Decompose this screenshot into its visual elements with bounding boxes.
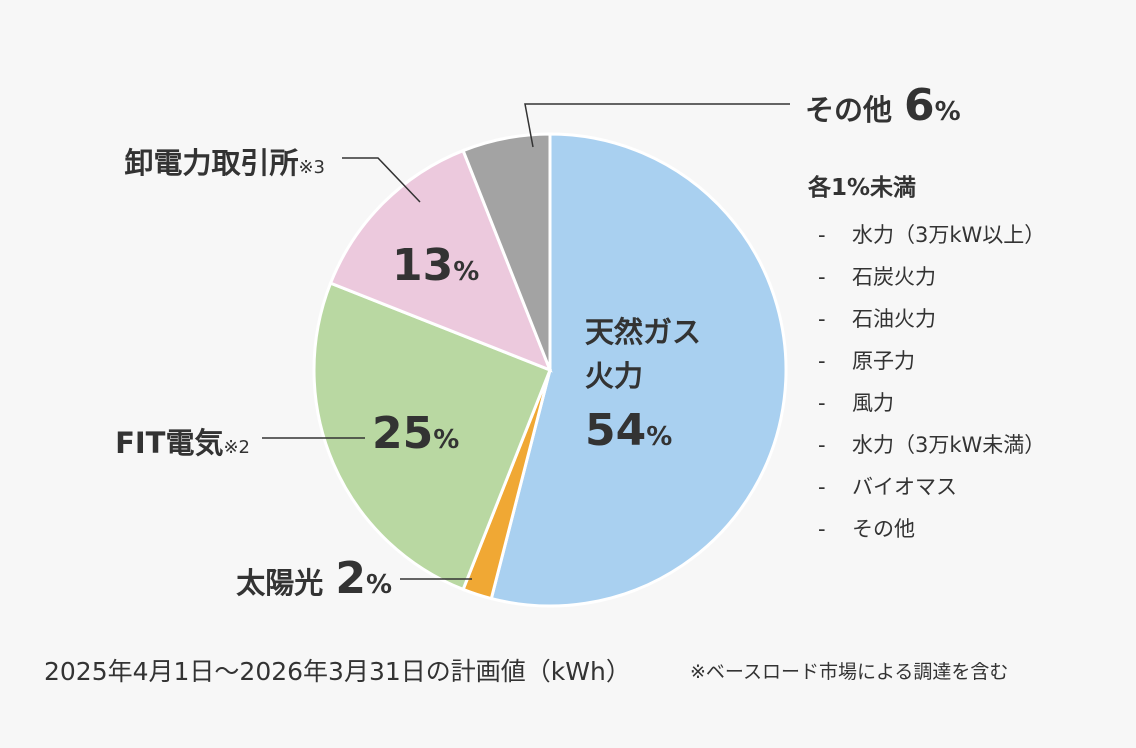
category-label: 天然ガス火力 [585, 315, 702, 393]
leader-lines [262, 103, 790, 580]
value-label: 25% [372, 408, 460, 459]
breakdown-list: 水力（3万kW以上）石炭火力石油火力原子力風力水力（3万kW未満）バイオマスその… [818, 214, 1045, 550]
value-label: 13% [392, 240, 480, 291]
slice-label: FIT電気 ※2 [115, 420, 250, 462]
breakdown-item: 石油火力 [818, 298, 1045, 340]
value-box: 13% [392, 240, 479, 291]
pie-slice [328, 148, 553, 373]
breakdown-item: 原子力 [818, 340, 1045, 382]
caption: 2025年4月1日～2026年3月31日の計画値（kWh） [44, 657, 631, 686]
value-box: 54% [585, 405, 672, 456]
pie-slice [461, 132, 552, 371]
note-mark: ※3 [298, 157, 325, 178]
slice-label: 太陽光 2% [236, 553, 392, 604]
category-label: その他 [805, 93, 893, 127]
pie [312, 132, 788, 608]
category-label: 卸電力取引所 [124, 146, 299, 180]
slice-label: 天然ガス火力 [585, 310, 710, 398]
value-label: 6% [904, 80, 961, 131]
slice-label: その他 6% [805, 80, 961, 131]
breakdown-item: 風力 [818, 382, 1045, 424]
breakdown-item: 水力（3万kW以上） [818, 214, 1045, 256]
pie-slice [312, 281, 552, 592]
leader-line [342, 157, 421, 203]
value-label: 2% [335, 553, 392, 604]
value-label: 54% [585, 405, 673, 456]
breakdown-title: 各1%未満 [808, 175, 917, 201]
breakdown-item: 石炭火力 [818, 256, 1045, 298]
slice-label: 卸電力取引所 ※3 [124, 140, 325, 182]
category-label: 太陽光 [236, 566, 324, 600]
breakdown-item: その他 [818, 508, 1045, 550]
note-mark: ※2 [223, 437, 250, 458]
category-label: FIT電気 [115, 426, 224, 460]
breakdown-item: バイオマス [818, 466, 1045, 508]
footnote: ※ベースロード市場による調達を含む [690, 661, 1009, 683]
leader-line [524, 103, 790, 148]
value-box: 25% [372, 408, 459, 459]
breakdown-item: 水力（3万kW未満） [818, 424, 1045, 466]
pie-slice [489, 132, 788, 608]
